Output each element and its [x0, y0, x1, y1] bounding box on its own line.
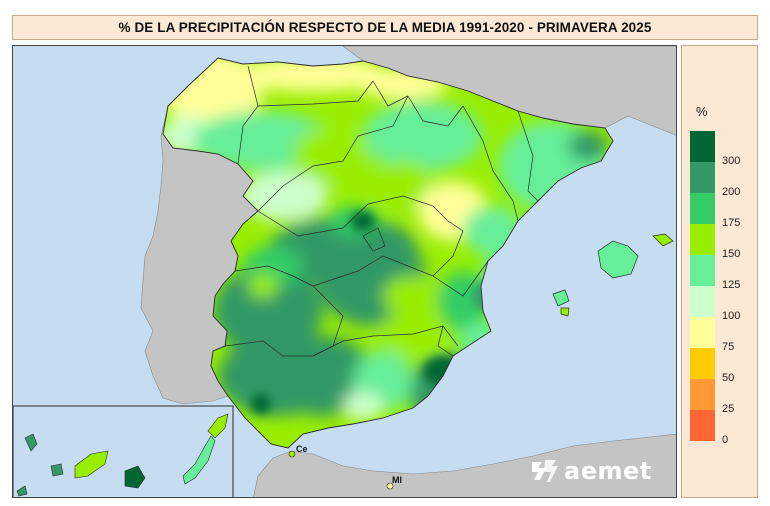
aemet-logo-icon [532, 460, 558, 482]
precipitation-map[interactable]: Ce Ml [12, 45, 677, 498]
aemet-logo-text: aemet [564, 457, 652, 485]
legend-swatch [690, 286, 715, 317]
legend-swatch [690, 131, 715, 162]
legend-label: 125 [722, 279, 741, 291]
legend-swatch [690, 193, 715, 224]
legend-swatch [690, 410, 715, 441]
legend-swatch [690, 317, 715, 348]
legend-panel: % 300 200 175 150 125 100 75 50 25 0 [681, 45, 758, 498]
regional-borders [224, 65, 539, 357]
legend-label: 25 [722, 403, 735, 415]
legend-label: 75 [722, 341, 735, 353]
ceuta-marker: Ce [288, 444, 308, 458]
canary-islands-inset [13, 405, 234, 497]
map-canvas: Ce Ml [13, 46, 676, 497]
legend-swatch [690, 255, 715, 286]
aemet-logo: aemet [530, 457, 652, 485]
footer-strip [0, 498, 770, 506]
legend-swatch [690, 162, 715, 193]
spain-outline [162, 57, 614, 449]
legend-label: 50 [722, 372, 735, 384]
melilla-marker: Ml [386, 475, 402, 490]
melilla-label: Ml [392, 475, 402, 485]
map-title: % DE LA PRECIPITACIÓN RESPECTO DE LA MED… [12, 15, 758, 40]
legend-label: 175 [722, 217, 741, 229]
legend-swatch [690, 224, 715, 255]
legend-swatch [690, 348, 715, 379]
legend-label: 300 [722, 155, 741, 167]
legend-label: 150 [722, 248, 741, 260]
ceuta-label: Ce [296, 444, 308, 454]
legend-swatch [690, 379, 715, 410]
legend-unit: % [696, 104, 708, 119]
morocco-land [253, 433, 676, 497]
legend-label: 200 [722, 186, 741, 198]
legend-label: 0 [722, 434, 729, 446]
balearic-islands [552, 233, 674, 317]
legend-label: 100 [722, 310, 741, 322]
